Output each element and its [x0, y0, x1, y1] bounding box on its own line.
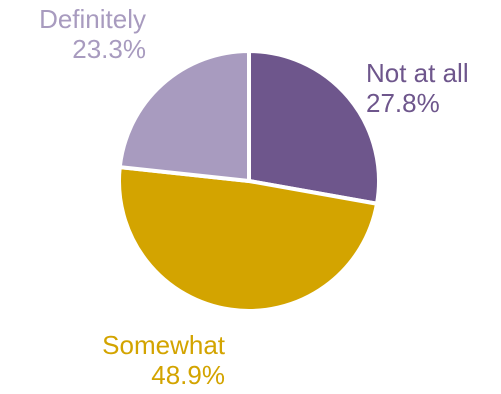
pie-slice-definitely	[117, 49, 251, 183]
slice-label-not-at-all: Not at all 27.8%	[366, 58, 469, 118]
slice-label-value: 23.3%	[72, 34, 146, 64]
pie-labels: Not at all 27.8% Somewhat 48.9% Definitely 23…	[39, 4, 469, 390]
slice-label-value: 48.9%	[151, 360, 225, 390]
pie-slices	[117, 49, 381, 313]
pie-slice-somewhat	[117, 165, 379, 313]
slice-label-name: Somewhat	[102, 330, 226, 360]
pie-slice-not-at-all	[247, 49, 381, 206]
slice-label-definitely: Definitely 23.3%	[39, 4, 146, 64]
slice-label-somewhat: Somewhat 48.9%	[102, 330, 226, 390]
slice-label-name: Definitely	[39, 4, 146, 34]
slice-label-name: Not at all	[366, 58, 469, 88]
slice-label-value: 27.8%	[366, 88, 440, 118]
